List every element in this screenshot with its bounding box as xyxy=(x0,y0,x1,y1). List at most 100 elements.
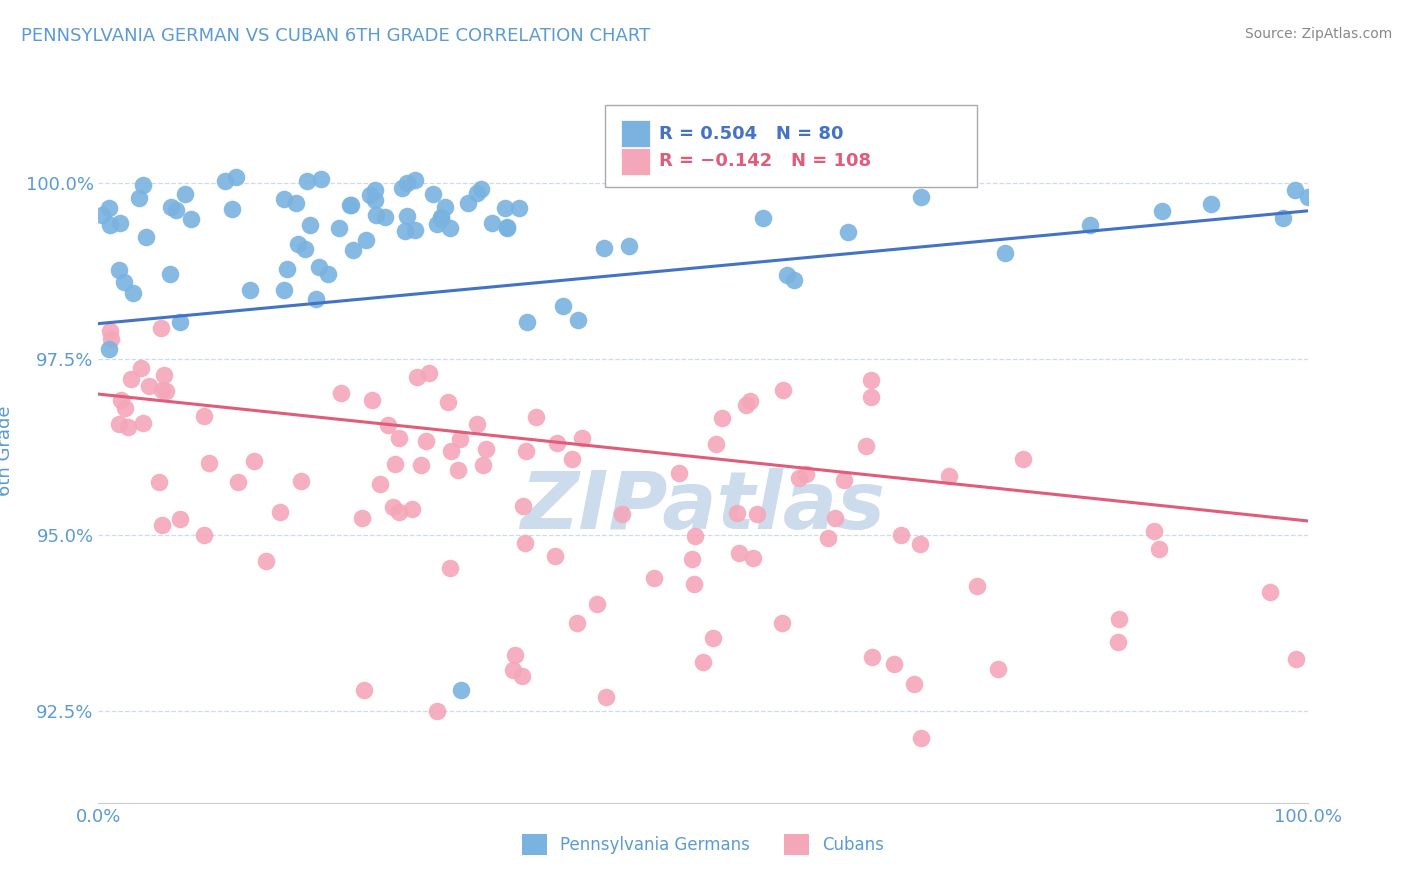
Point xyxy=(108,263,131,277)
Point xyxy=(132,178,155,193)
Point xyxy=(395,209,418,223)
Point xyxy=(198,456,221,470)
Point xyxy=(544,549,567,564)
Point xyxy=(120,371,142,385)
Point xyxy=(465,417,488,432)
Point xyxy=(495,220,517,235)
Point xyxy=(439,220,461,235)
Point xyxy=(110,216,132,230)
Point xyxy=(440,444,463,458)
Point xyxy=(418,367,440,381)
Text: R = −0.142   N = 108: R = −0.142 N = 108 xyxy=(659,153,872,170)
Point xyxy=(426,217,449,231)
Point xyxy=(439,561,461,575)
Point xyxy=(910,190,932,204)
Point xyxy=(361,392,384,407)
Point xyxy=(243,454,266,468)
Point xyxy=(859,390,882,404)
Point xyxy=(1284,183,1306,197)
Point xyxy=(668,466,690,480)
Point xyxy=(1012,452,1035,467)
Point xyxy=(470,182,492,196)
Point xyxy=(193,409,215,424)
Point xyxy=(98,218,121,232)
Point xyxy=(472,458,495,473)
Point xyxy=(174,187,197,202)
Point xyxy=(153,368,176,382)
Point xyxy=(987,662,1010,676)
Point xyxy=(1107,634,1129,648)
Point xyxy=(415,434,437,449)
Point xyxy=(447,463,470,477)
Point xyxy=(108,417,131,431)
Point xyxy=(450,683,472,698)
Point xyxy=(368,477,391,491)
Point xyxy=(860,649,883,664)
Point xyxy=(401,502,423,516)
Point xyxy=(294,242,316,256)
Point xyxy=(405,369,427,384)
Point xyxy=(524,410,547,425)
Point xyxy=(214,174,236,188)
Point xyxy=(1258,585,1281,599)
Point xyxy=(738,393,761,408)
Point xyxy=(366,208,388,222)
Point xyxy=(100,332,122,346)
Point xyxy=(859,373,882,387)
Point xyxy=(391,181,413,195)
Point xyxy=(377,418,399,433)
Point xyxy=(273,192,295,206)
Point xyxy=(273,283,295,297)
Point xyxy=(396,176,419,190)
Point xyxy=(328,220,350,235)
Legend: Pennsylvania Germans, Cubans: Pennsylvania Germans, Cubans xyxy=(516,828,890,862)
Point xyxy=(817,531,839,545)
Point xyxy=(824,511,846,525)
Point xyxy=(430,212,453,227)
Point xyxy=(772,383,794,397)
Point xyxy=(685,529,707,543)
Point xyxy=(994,246,1017,260)
Point xyxy=(1108,611,1130,625)
Point xyxy=(138,378,160,392)
Point xyxy=(593,241,616,255)
Point xyxy=(465,186,488,201)
Point xyxy=(692,655,714,669)
Point xyxy=(239,283,262,297)
Point xyxy=(704,437,727,451)
Point xyxy=(309,172,332,186)
Point xyxy=(457,196,479,211)
Point xyxy=(430,210,453,224)
Point xyxy=(404,173,426,187)
Point xyxy=(494,201,516,215)
Point xyxy=(903,677,925,691)
Point xyxy=(503,648,526,662)
Point xyxy=(783,273,806,287)
Point xyxy=(681,552,703,566)
Point xyxy=(502,663,524,677)
Point xyxy=(422,186,444,201)
Point xyxy=(353,683,375,698)
Point xyxy=(426,704,449,718)
Point xyxy=(295,174,318,188)
Point xyxy=(117,420,139,434)
Point xyxy=(546,436,568,450)
Point xyxy=(193,528,215,542)
Point xyxy=(350,511,373,525)
Point xyxy=(495,221,517,235)
Point xyxy=(97,343,120,357)
Point xyxy=(316,267,339,281)
Point xyxy=(269,505,291,519)
Point xyxy=(725,507,748,521)
Point xyxy=(169,315,191,329)
Point xyxy=(1143,524,1166,538)
Point xyxy=(508,201,530,215)
Point xyxy=(404,222,426,236)
Point xyxy=(276,262,298,277)
Point xyxy=(735,398,758,412)
Point xyxy=(1152,203,1174,218)
Point xyxy=(475,442,498,457)
Point xyxy=(180,212,202,227)
Point xyxy=(165,202,187,217)
Point xyxy=(110,392,132,407)
